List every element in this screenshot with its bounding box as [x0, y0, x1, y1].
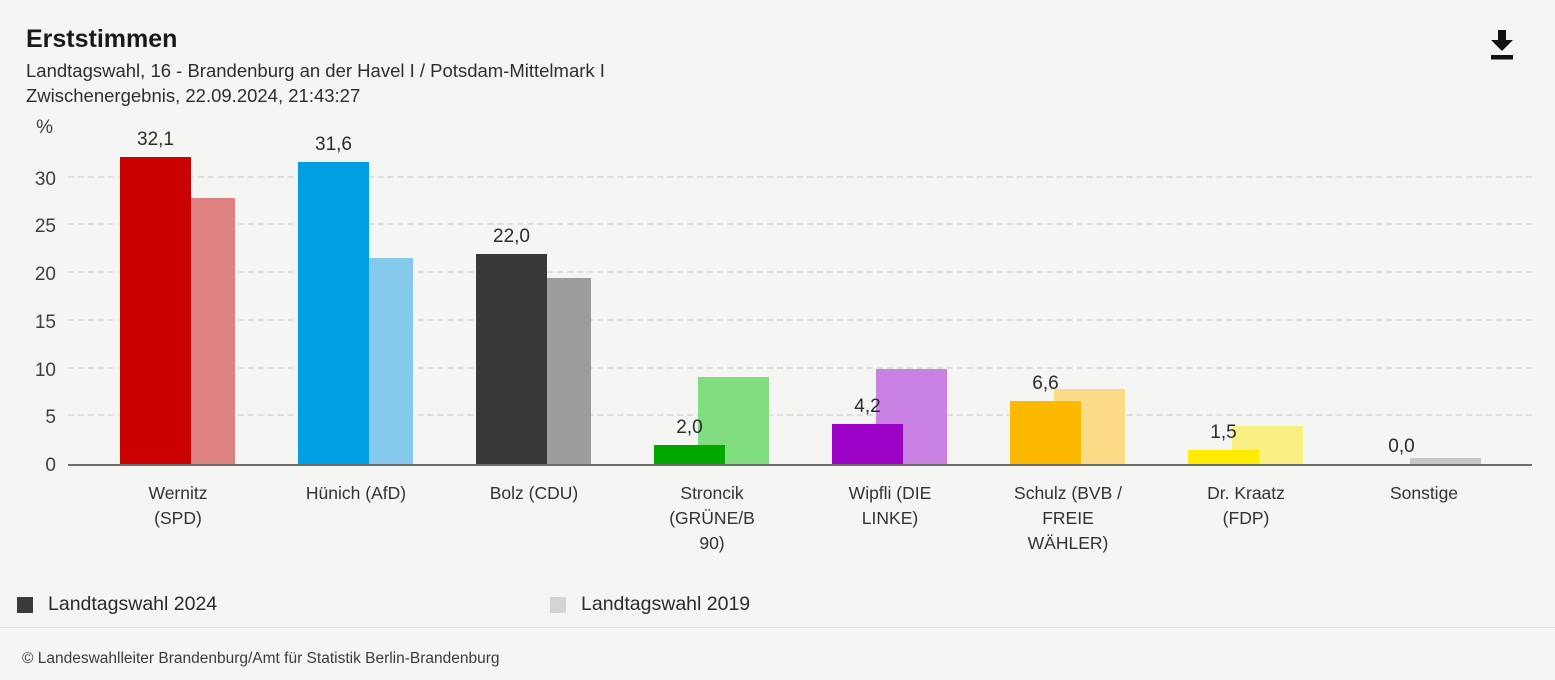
value-label: 22,0: [493, 225, 530, 247]
y-tick-label: 10: [34, 359, 56, 381]
bar-2024[interactable]: [832, 423, 903, 464]
value-label: 6,6: [1032, 372, 1059, 394]
gridline: [68, 414, 1532, 417]
copyright-notice: © Landeswahlleiter Brandenburg/Amt für S…: [22, 650, 500, 667]
bar-2024[interactable]: [654, 444, 725, 464]
legend-item-2024[interactable]: Landtagswahl 2024: [17, 593, 217, 616]
y-tick-label: 5: [45, 407, 56, 429]
legend-swatch-2024: [17, 596, 33, 613]
bar-group: 6,6: [1010, 132, 1125, 464]
download-icon: [1484, 29, 1520, 68]
bar-group: 1,5: [1188, 132, 1303, 464]
category-label: Wernitz (SPD): [148, 483, 208, 528]
plot-area: 32,1 31,6 22,0 2,0 4,2 6,6 1,5 0,0: [68, 129, 1532, 466]
legend-swatch-2019: [550, 596, 566, 613]
legend-item-2019[interactable]: Landtagswahl 2019: [550, 593, 750, 616]
y-tick-label: 20: [34, 264, 56, 285]
value-label: 4,2: [854, 395, 881, 417]
bar-group: 31,6: [298, 132, 413, 464]
bar-2024[interactable]: [1188, 449, 1259, 464]
category-label: Bolz (CDU): [489, 483, 579, 503]
gridline: [68, 271, 1532, 273]
bar-2019[interactable]: [1410, 458, 1481, 464]
bar-group: 4,2: [832, 132, 947, 464]
bar-2024[interactable]: [1010, 400, 1081, 464]
gridline: [68, 318, 1532, 321]
bar-2024[interactable]: [120, 157, 191, 464]
gridline: [68, 223, 1532, 226]
category-label: Dr. Kraatz (FDP): [1207, 483, 1285, 528]
value-label: 32,1: [137, 129, 174, 151]
bar-2024[interactable]: [476, 253, 547, 464]
gridline: [68, 366, 1532, 369]
bar-group: 0,0: [1366, 132, 1481, 464]
bar-group: 2,0: [654, 132, 769, 464]
chart-status-line: Zwischenergebnis, 22.09.2024, 21:43:27: [26, 85, 361, 106]
y-axis-unit: %: [36, 117, 53, 138]
chart-subtitle: Landtagswahl, 16 - Brandenburg an der Ha…: [26, 60, 605, 81]
value-label: 31,6: [315, 134, 352, 156]
bar-group: 32,1: [120, 129, 235, 464]
category-label: Stroncik (GRÜNE/B 90): [669, 483, 755, 553]
gridline: [68, 175, 1532, 178]
y-tick-label: 30: [34, 168, 56, 190]
footer-divider: [0, 627, 1555, 628]
page-title: Erststimmen: [26, 25, 178, 53]
legend-label-2024: Landtagswahl 2024: [48, 593, 218, 615]
legend-label-2019: Landtagswahl 2019: [581, 593, 751, 615]
value-label: 0,0: [1388, 436, 1415, 457]
bar-2024[interactable]: [298, 162, 369, 464]
bar-group: 22,0: [476, 132, 591, 464]
y-tick-label: 15: [34, 311, 56, 333]
value-label: 1,5: [1210, 421, 1237, 443]
download-button[interactable]: [1482, 26, 1522, 68]
value-label: 2,0: [676, 416, 703, 438]
y-tick-label: 25: [34, 216, 56, 238]
y-tick-label: 0: [45, 455, 56, 476]
chart-header: Erststimmen Landtagswahl, 16 - Brandenbu…: [26, 24, 605, 108]
category-label: Sonstige: [1389, 483, 1459, 503]
category-label: Wipfli (DIE LINKE): [848, 483, 932, 528]
category-label: Hünich (AfD): [305, 483, 407, 503]
category-label: Schulz (BVB / FREIE WÄHLER): [1014, 483, 1122, 553]
